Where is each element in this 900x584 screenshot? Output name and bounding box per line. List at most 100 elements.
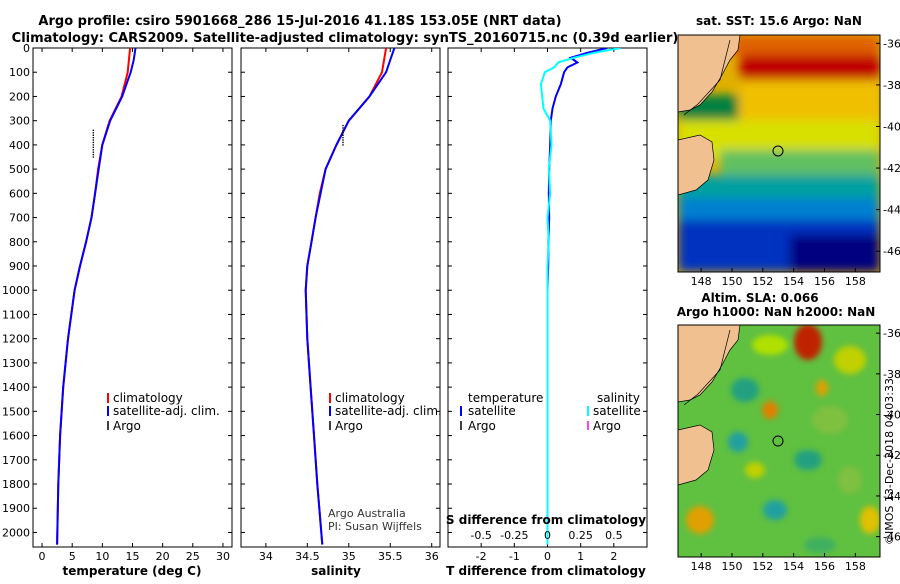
temperature-lines [56,48,137,545]
sla-map-lat-ticks: -36 -38 -40 -42 -44 -46 [876,327,900,544]
x-tick-label: 34.5 [295,550,320,563]
legend-climatology-label: climatology [113,391,183,405]
legend-s-argo-label: Argo [593,419,621,433]
y-tick-label: 600 [9,187,30,200]
argo-australia-annotation: Argo Australia [328,507,406,520]
sst-map-title: sat. SST: 15.6 Argo: NaN [696,14,862,28]
y-tick-label: 1600 [2,430,30,443]
sst-map-lat-ticks: -36 -38 -40 -42 -44 -46 [876,37,900,258]
lat-tick-label: -40 [883,409,900,422]
x-tick-label: -1 [509,550,520,563]
salinity-axes-frame [240,47,441,548]
argo-point [92,151,95,153]
lon-tick-label: 154 [783,275,804,288]
argo-point [92,131,95,134]
lon-tick-label: 158 [845,275,866,288]
argo-point [92,153,95,156]
lon-tick-label: 154 [783,560,804,573]
s-tick-label: 0 [544,529,551,542]
sla-map-frame [677,324,881,558]
sla-map-lon-ticks: 148 150 152 154 156 158 [691,553,866,573]
y-tick-label: 1800 [2,478,30,491]
x-tick-label: 0 [544,550,551,563]
argo-point [92,148,95,151]
y-tick-label: 1400 [2,381,30,394]
s-tick-label: -0.25 [500,529,528,542]
argo-point [342,127,344,129]
lat-tick-label: -36 [883,37,900,50]
x-tick-label: 25 [186,550,200,563]
series-line-satellite-adj-clim- [56,48,137,545]
sla-map-title-line2: Argo h1000: NaN h2000: NaN [677,305,876,319]
title-line2: Climatology: CARS2009. Satellite-adjuste… [12,31,679,46]
x-tick-label: 34 [259,550,273,563]
y-tick-label: 700 [9,212,30,225]
credit-text: ©IMOS 13-Dec-2018 04:03:33 [883,378,896,545]
depth-ticks: 0 100 200 300 400 500 600 700 800 900 1000 1100 1200… [2,42,232,539]
legend-argo-label: Argo [113,419,141,433]
lon-tick-label: 152 [752,275,773,288]
argo-point [92,141,95,144]
argo-point [92,139,95,141]
series-line-climatology [304,48,388,545]
salinity-xlabel: salinity [311,564,361,578]
pi-annotation: PI: Susan Wijffels [328,520,422,533]
argo-point [342,124,344,127]
sst-map: sat. SST: 15.6 Argo: NaN 148 150 152 154 156… [677,14,900,288]
temperature-panel: 0100200300400500600700800900100011001200… [2,42,233,578]
y-tick-label: 1000 [2,284,30,297]
argo-point [342,144,344,146]
s-tick-label: 0.5 [605,529,623,542]
salinity-lines [304,48,396,545]
x-tick-label: 15 [126,550,140,563]
y-tick-label: 1100 [2,308,30,321]
lat-tick-label: -46 [883,531,900,544]
argo-point [92,144,95,146]
legend-satellite-label: satellite-adj. clim. [113,404,220,418]
argo-point [92,156,95,158]
lat-tick-label: -40 [883,120,900,133]
salinity-depth-ticks [241,47,440,533]
lon-tick-label: 148 [691,560,712,573]
series-line-s-satellite [539,48,621,545]
lon-tick-label: 152 [752,560,773,573]
lat-tick-label: -38 [883,79,900,92]
series-line-t-satellite [546,48,608,545]
series-line-climatology [56,48,132,545]
y-tick-label: 100 [9,66,30,79]
lon-tick-label: 150 [721,275,742,288]
argo-point [342,129,344,132]
temperature-axes-frame [32,47,233,548]
difference-lines [539,48,621,545]
temperature-x-ticks: 0 5 10 15 20 25 30 [39,48,230,563]
lat-tick-label: -46 [883,245,900,258]
legend-t-argo-label: Argo [468,419,496,433]
temperature-xlabel: temperature (deg C) [63,564,202,578]
lon-tick-label: 148 [691,275,712,288]
s-tick-label: -0.5 [470,529,491,542]
legend-temperature-title: temperature [468,391,543,405]
y-tick-label: 2000 [2,526,30,539]
legend-salinity-title: salinity [597,391,640,405]
y-tick-label: 1300 [2,357,30,370]
argo-point [92,146,95,149]
legend-s-satellite-label: satellite [593,404,641,418]
y-tick-label: 1500 [2,405,30,418]
y-tick-label: 800 [9,236,30,249]
x-tick-label: 36 [425,550,439,563]
lon-tick-label: 150 [721,560,742,573]
legend-argo-label: Argo [335,419,363,433]
x-tick-label: 5 [69,550,76,563]
lon-tick-label: 156 [814,275,835,288]
salinity-panel: 34 34.5 35 35.5 36 salinity climatology sate… [240,47,442,578]
x-tick-label: -2 [476,550,487,563]
x-tick-label: 0 [39,550,46,563]
x-tick-label: 10 [95,550,109,563]
s-difference-label: S difference from climatology [446,513,646,527]
s-difference-ticks: -0.5 -0.25 0 0.25 0.5 [470,529,622,542]
lat-tick-label: -42 [883,449,900,462]
x-tick-label: 35 [342,550,356,563]
argo-point [92,134,95,137]
lat-tick-label: -42 [883,162,900,175]
